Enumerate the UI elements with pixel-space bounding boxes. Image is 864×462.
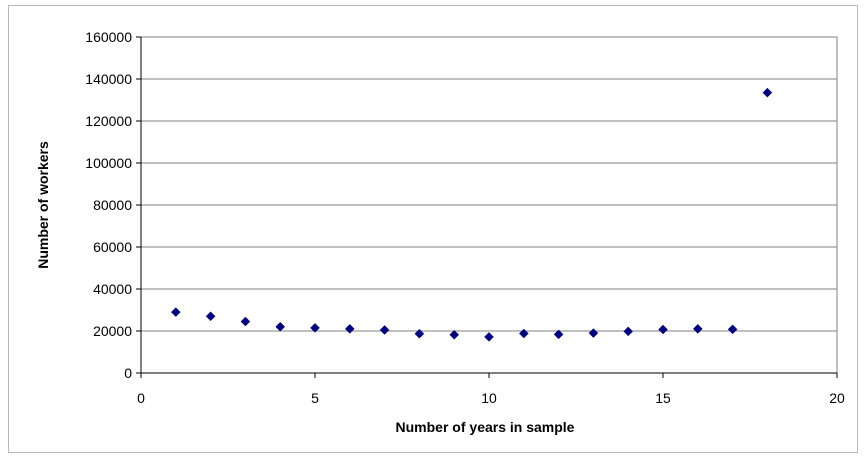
y-tick-label: 40000 [93,281,132,297]
x-tick-label: 15 [655,390,671,406]
data-point [379,325,390,335]
y-tick-label: 80000 [93,197,132,213]
y-tick-label: 120000 [85,113,132,129]
gridlines [141,36,837,332]
data-point [623,326,634,337]
data-point [275,321,286,332]
data-point [658,324,668,335]
data-point [344,324,355,334]
y-tick-label: 100000 [85,155,132,171]
x-axis-title: Number of years in sample [396,419,575,435]
y-tick-label: 0 [124,365,132,381]
data-point [449,329,460,340]
data-point [310,322,320,333]
data-points [170,87,773,342]
data-point [170,307,181,317]
y-tick-label: 60000 [93,239,132,255]
y-tick-labels: 0 20000 40000 60000 80000 100000 120000 140000 1… [85,29,132,381]
data-point [588,328,599,338]
x-tick-label: 0 [137,390,145,406]
data-point [518,328,529,339]
x-tick-labels: 0 5 10 15 20 [137,390,845,406]
y-tick-label: 140000 [85,71,132,87]
data-point [205,311,216,322]
y-tick-label: 160000 [85,29,132,45]
y-tick-label: 20000 [93,323,132,339]
data-point [727,324,738,335]
axes [136,36,838,378]
x-tick-label: 5 [311,390,319,406]
y-axis-title: Number of workers [35,141,51,269]
data-point [762,87,773,98]
x-tick-label: 10 [481,390,497,406]
data-point [692,324,703,334]
data-point [240,316,251,327]
data-point [414,328,425,339]
data-point [553,329,564,340]
data-point [484,332,494,342]
x-tick-label: 20 [829,390,845,406]
